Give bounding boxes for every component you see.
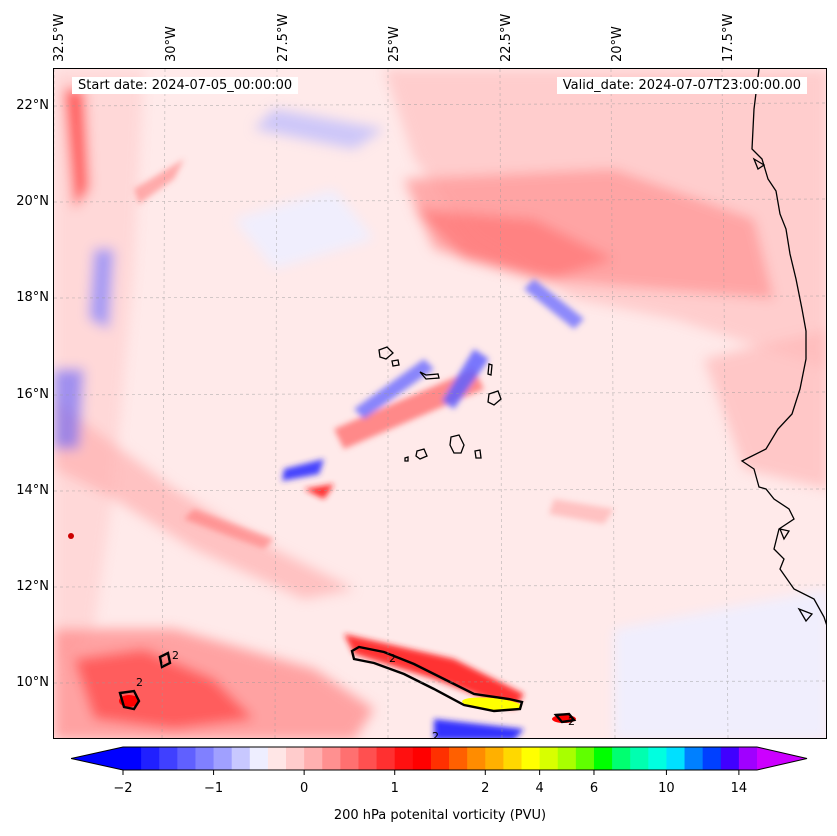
potential-vorticity-map: 2 2 2 2 2 [54,69,826,739]
lat-label-16n: 16°N [16,387,49,402]
colorbar-bin [539,747,559,770]
colorbar-bin [557,747,577,770]
colorbar-bin [630,747,649,770]
colorbar-tick-label: 2 [481,781,490,796]
colorbar-bin [521,747,541,770]
colorbar-bin [666,747,686,770]
colorbar-bin [412,747,432,770]
colorbar-tick-label: −2 [113,781,133,796]
colorbar-tick-label: −1 [203,781,224,796]
colorbar-tick-label: 14 [730,781,748,796]
cape-verde-santiago [449,434,465,454]
coast-detail-2 [778,528,791,541]
contour-east [553,712,577,724]
valid-date-label: Valid_date: 2024-07-07T23:00:00.00 [556,77,807,94]
contour-label-bottom: 2 [432,730,439,739]
colorbar-bin [612,747,631,770]
contour-main [350,645,524,713]
pv-field-background [54,69,826,738]
map-panel: 2 2 2 2 2 [53,68,827,739]
lon-label-30w: 30°W [164,26,179,62]
colorbar-bin [467,747,486,770]
cape-verde-sao-nicolau [419,371,440,380]
colorbar-label: 200 hPa potenital vorticity (PVU) [333,808,547,823]
colorbar-bin [267,747,287,770]
colorbar-bin [177,747,196,770]
colorbar-bin [141,747,160,770]
contour-label-west: 2 [172,649,179,662]
colorbar-tick-label: 4 [535,781,544,796]
colorbar-bin [394,747,414,770]
start-date-label: Start date: 2024-07-05_00:00:00 [72,77,299,94]
colorbar-bin [376,747,396,770]
pv-contours [118,645,577,724]
colorbar-bin [503,747,523,770]
colorbar-bin [720,747,740,770]
lat-label-10n: 10°N [16,675,49,690]
colorbar-bin [358,747,378,770]
lon-label-32-5w: 32.5°W [52,13,67,62]
lat-label-22n: 22°N [16,98,49,113]
cape-verde-brava [404,456,409,462]
colorbar-bin [485,747,504,770]
colorbar-bin [195,747,215,770]
contour-west-small [158,651,172,669]
coastlines [378,69,826,626]
colorbar-under-arrow [71,747,123,770]
contour-west [118,689,141,711]
colorbar-bin [159,747,178,770]
lat-label-20n: 20°N [16,194,49,209]
colorbar-bin [593,747,613,770]
lon-label-22-5w: 22.5°W [499,13,514,62]
lon-label-27-5w: 27.5°W [276,13,291,62]
lon-label-20w: 20°W [610,26,625,62]
contour-label-main: 2 [389,652,396,665]
colorbar-bin [430,747,450,770]
lat-label-18n: 18°N [16,290,49,305]
colorbar-bin [449,747,468,770]
lat-label-14n: 14°N [16,483,49,498]
coast-detail-1 [752,157,766,170]
colorbar-tick-label: 10 [658,781,675,796]
colorbar-bin [249,747,269,770]
colorbar-bin [684,747,704,770]
lat-label-12n: 12°N [16,579,49,594]
cape-verde-santo-antao [378,346,394,360]
colorbar-tick-label: 6 [589,781,599,796]
gridlines [54,69,826,738]
contour-label-east: 2 [568,715,575,728]
colorbar-over-arrow [757,747,807,770]
lon-label-17-5w: 17.5°W [721,13,736,62]
cape-verde-fogo [415,448,428,460]
lon-label-25w: 25°W [387,26,402,62]
colorbar-bin [231,747,251,770]
colorbar-bin [322,747,341,770]
colorbar-bin [286,747,305,770]
colorbar-bin [304,747,323,770]
coast-detail-3 [797,607,814,623]
colorbar-bin [738,747,758,770]
cape-verde-sal [487,363,493,376]
colorbar-bin [123,747,142,770]
colorbar-bin [213,747,233,770]
cape-verde-maio [474,449,482,459]
cape-verde-sao-vicente [391,359,400,367]
colorbar-bin [648,747,667,770]
africa-coastline [740,69,826,626]
colorbar-bin [702,747,722,770]
colorbar-tick-label: 0 [300,781,309,796]
colorbar-bin [575,747,595,770]
colorbar-tick-label: 1 [390,781,399,796]
colorbar-bin [340,747,359,770]
colorbar [71,746,808,775]
cape-verde-boa-vista [487,390,502,406]
